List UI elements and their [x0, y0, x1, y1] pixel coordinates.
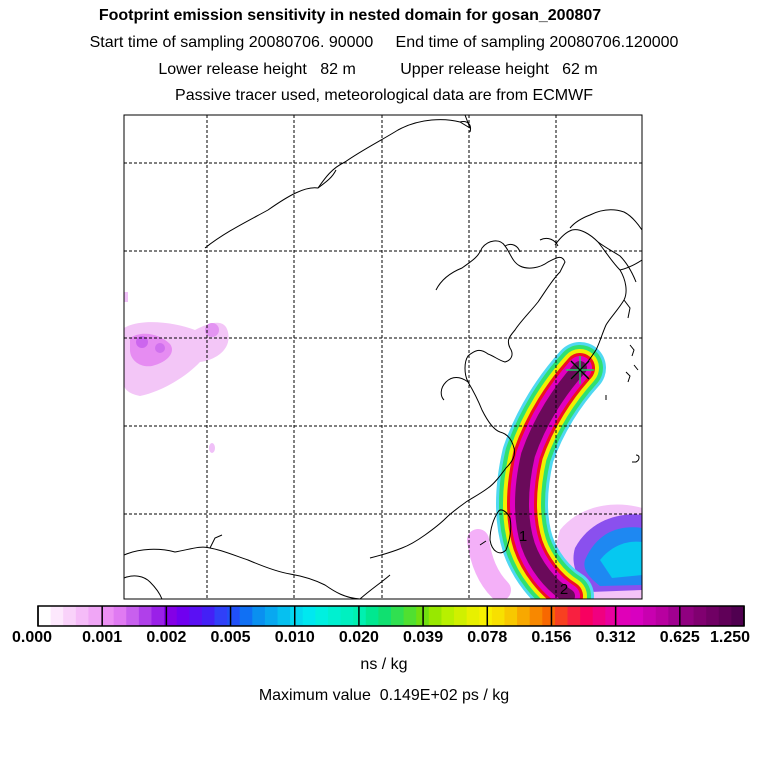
colorbar-cell [201, 606, 216, 626]
colorbar-cell [50, 606, 64, 626]
maximum-value-text: Maximum value 0.149E+02 ps / kg [258, 687, 510, 704]
colorbar-cell [327, 606, 342, 626]
colorbar-label: 0.020 [338, 629, 379, 646]
colorbar-cell [302, 606, 316, 626]
colorbar-cell [655, 606, 669, 626]
colorbar-cell [353, 606, 367, 626]
colorbar-cell [731, 606, 745, 626]
colorbar-label: 0.078 [467, 629, 508, 646]
colorbar-cell [252, 606, 266, 626]
colorbar-label: 0.039 [403, 629, 444, 646]
colorbar-cell [126, 606, 140, 626]
track-label-2: 2 [560, 581, 568, 598]
colorbar-label: 0.010 [274, 629, 315, 646]
colorbar-cell [227, 606, 241, 626]
colorbar-cell [315, 606, 329, 626]
colorbar-cell [643, 606, 657, 626]
colorbar-label: 0.312 [595, 629, 636, 646]
colorbar-label: 0.625 [659, 629, 700, 646]
colorbar-cell [680, 606, 695, 626]
colorbar-cell [113, 606, 127, 626]
colorbar-label: 0.001 [82, 629, 123, 646]
colorbar-unit: ns / kg [360, 656, 408, 673]
colorbar-cell [479, 606, 493, 626]
map-content [124, 115, 642, 599]
footprint-plume [467, 342, 606, 599]
colorbar-cell [378, 606, 392, 626]
graticule [124, 115, 642, 599]
colorbar-cell [693, 606, 707, 626]
colorbar-cell [517, 606, 531, 626]
colorbar [38, 606, 745, 626]
colorbar-label: 0.005 [210, 629, 251, 646]
colorbar-cell [365, 606, 379, 626]
colorbar-cell [554, 606, 569, 626]
colorbar-cell [277, 606, 291, 626]
colorbar-cell [668, 606, 682, 626]
colorbar-cell [239, 606, 253, 626]
colorbar-cell [101, 606, 115, 626]
map-frame [123, 114, 643, 600]
colorbar-cell [391, 606, 405, 626]
coastlines [124, 115, 642, 599]
colorbar-cell [176, 606, 190, 626]
colorbar-cell [491, 606, 506, 626]
track-label-1: 1 [519, 528, 527, 545]
colorbar-cell [441, 606, 455, 626]
colorbar-cell [580, 606, 594, 626]
colorbar-label: 1.250 [709, 629, 751, 646]
colorbar-cell [542, 606, 556, 626]
map-title: Footprint emission sensitivity in nested… [98, 7, 602, 24]
colorbar-cell [88, 606, 102, 626]
colorbar-cell [504, 606, 518, 626]
colorbar-label: 0.002 [146, 629, 187, 646]
sampling-time-line: Start time of sampling 20080706. 90000 E… [89, 34, 679, 51]
colorbar-cell [706, 606, 720, 626]
colorbar-cell [403, 606, 417, 626]
colorbar-cell [529, 606, 543, 626]
colorbar-label: 0.156 [531, 629, 572, 646]
colorbar-frame [37, 605, 745, 627]
colorbar-cell [567, 606, 581, 626]
colorbar-cell [63, 606, 77, 626]
colorbar-cell [340, 606, 354, 626]
receptor-marker [566, 356, 594, 384]
tracer-info-line: Passive tracer used, meteorological data… [175, 87, 593, 104]
west-sensitivity-patches [124, 292, 229, 453]
colorbar-cell [164, 606, 178, 626]
colorbar-cell [214, 606, 228, 626]
colorbar-cell [454, 606, 468, 626]
colorbar-cell [138, 606, 153, 626]
colorbar-cell [718, 606, 732, 626]
colorbar-cell [264, 606, 279, 626]
colorbar-cell [428, 606, 443, 626]
colorbar-label: 0.000 [11, 629, 53, 646]
colorbar-cell [75, 606, 90, 626]
colorbar-cell [38, 606, 52, 626]
colorbar-cell [630, 606, 644, 626]
colorbar-cell [466, 606, 480, 626]
colorbar-cell [290, 606, 304, 626]
colorbar-cell [605, 606, 619, 626]
colorbar-cell [592, 606, 606, 626]
release-height-line: Lower release height 82 m Upper release … [158, 61, 598, 78]
colorbar-cell [189, 606, 203, 626]
colorbar-cell [617, 606, 632, 626]
colorbar-cell [151, 606, 165, 626]
